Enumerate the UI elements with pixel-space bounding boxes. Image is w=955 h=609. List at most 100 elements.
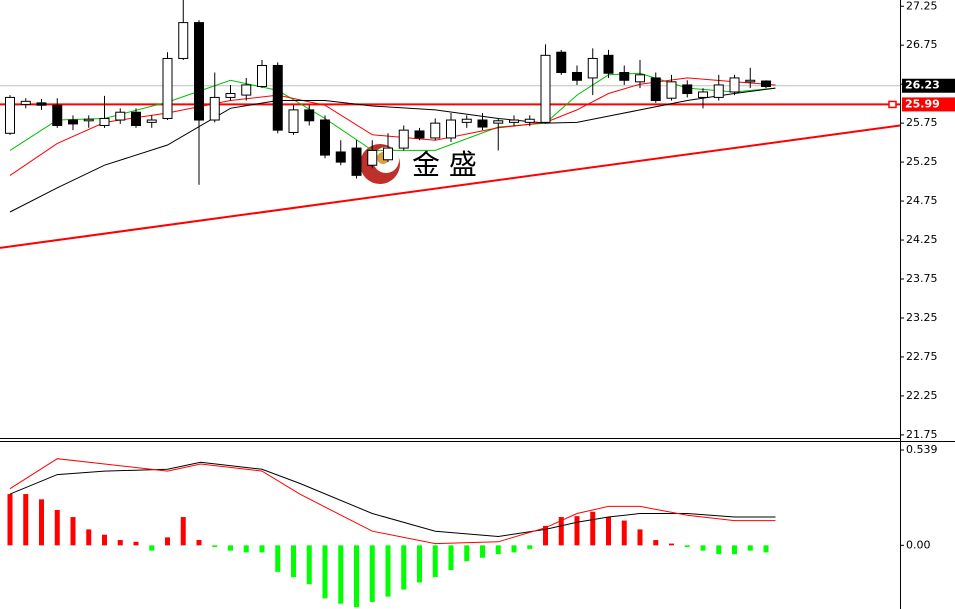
macd-bar: [590, 511, 596, 546]
macd-bar: [7, 494, 13, 546]
trendline: [0, 124, 901, 249]
candle-body: [461, 118, 472, 123]
macd-bar: [700, 545, 706, 551]
price-line-marker: [888, 100, 897, 109]
macd-bar: [543, 525, 548, 546]
macd-bar: [732, 545, 737, 555]
macd-bar: [243, 545, 249, 553]
candle: [131, 108, 141, 128]
candle: [115, 108, 126, 124]
macd-bar: [117, 540, 123, 546]
candle: [83, 115, 94, 128]
candle: [320, 115, 330, 159]
candle: [650, 72, 661, 103]
candle: [540, 44, 551, 124]
candle-body: [194, 22, 204, 121]
y-tick-label: 26.75: [906, 38, 938, 51]
candle: [162, 52, 173, 121]
macd-bar: [606, 517, 611, 546]
candle: [603, 49, 614, 78]
candle-body: [540, 54, 551, 123]
candle: [194, 20, 204, 185]
candle-body: [524, 118, 535, 123]
macd-bar: [306, 545, 312, 585]
candle: [619, 65, 630, 85]
candle: [587, 48, 598, 96]
candle-body: [682, 84, 693, 95]
candle: [666, 74, 677, 101]
candle: [572, 65, 582, 85]
macd-bar: [338, 545, 344, 604]
candle: [52, 98, 63, 128]
candle: [556, 49, 567, 75]
candle: [5, 95, 15, 135]
candle: [761, 80, 771, 89]
candle-body: [52, 104, 63, 126]
candle: [446, 113, 456, 142]
macd-bar: [637, 529, 643, 546]
price-marker-label: 25.99: [905, 97, 940, 110]
candle: [99, 95, 110, 128]
candle-body: [178, 22, 189, 59]
y-tick-label: 23.75: [906, 272, 938, 285]
candle-body: [351, 147, 362, 176]
candle-body: [430, 122, 441, 139]
macd-bar: [291, 545, 296, 578]
candle: [493, 118, 504, 151]
y-tick-label: 22.75: [906, 350, 938, 363]
macd-bar: [196, 540, 202, 546]
candle: [20, 98, 31, 109]
candle-body: [162, 57, 173, 119]
moving-average: [9, 87, 776, 213]
candle-body: [729, 77, 740, 93]
candle: [635, 60, 645, 89]
candle-body: [99, 117, 110, 126]
candle-body: [288, 109, 299, 133]
candle-body: [383, 147, 393, 161]
candle-body: [745, 79, 756, 83]
macd-line: [9, 461, 776, 538]
macd-bar: [86, 529, 92, 546]
macd-bar: [621, 520, 627, 546]
candle: [414, 127, 425, 141]
macd-bar: [133, 541, 139, 546]
candle: [367, 140, 378, 169]
candle-body: [320, 119, 330, 156]
candle-body: [5, 96, 15, 134]
macd-bar: [70, 517, 76, 546]
candle: [335, 140, 346, 166]
price-marker-box: [902, 97, 955, 112]
candle: [524, 115, 535, 127]
candle-body: [635, 74, 645, 83]
macd-bar: [480, 545, 485, 558]
candle: [398, 125, 409, 151]
macd-bar: [511, 545, 517, 553]
macd-bar: [165, 537, 170, 546]
macd-bar: [39, 499, 44, 546]
macd-bar: [684, 545, 690, 548]
macd-bar: [180, 517, 186, 546]
candle: [272, 62, 283, 134]
y-tick-label: 21.75: [906, 428, 938, 441]
macd-bar: [417, 545, 422, 583]
macd-bar: [275, 545, 281, 572]
macd-bar: [54, 509, 60, 546]
macd-bar: [149, 545, 155, 551]
candle-body: [650, 77, 661, 102]
macd-bar: [212, 545, 218, 548]
macd-bar: [385, 545, 391, 597]
candle: [209, 72, 220, 123]
candle: [288, 105, 299, 135]
candle-body: [225, 93, 236, 98]
macd-bar: [432, 545, 438, 578]
candle: [698, 88, 708, 109]
candle: [351, 140, 362, 179]
candle: [257, 60, 267, 89]
y-tick-label: 27.25: [906, 0, 938, 12]
candle-body: [572, 71, 582, 81]
candle: [241, 77, 252, 101]
candle-body: [131, 111, 141, 126]
macd-line: [9, 458, 776, 545]
candle-body: [556, 51, 567, 73]
candle-body: [446, 119, 456, 139]
